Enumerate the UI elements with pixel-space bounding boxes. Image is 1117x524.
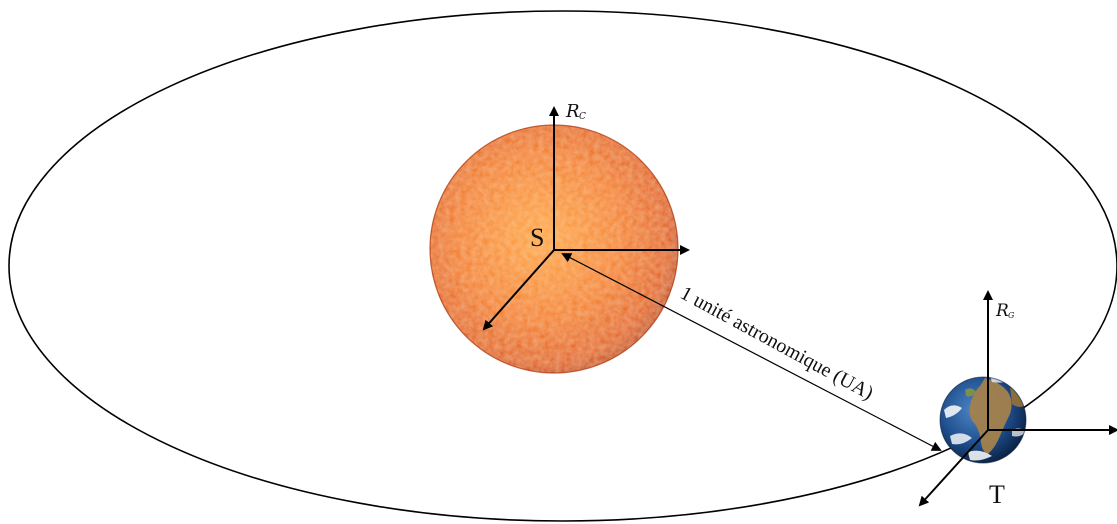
sun-label: S: [530, 223, 544, 252]
geo-frame-letter: R: [995, 301, 1009, 321]
distance-line: [561, 253, 942, 451]
earth-icon: [939, 376, 1027, 464]
heliocentric-frame-label: R C: [565, 101, 586, 122]
geo-axis-diag: [918, 429, 989, 507]
earth-label: T: [989, 480, 1005, 509]
heliocentric-axes: [482, 106, 690, 331]
helio-axis-diag: [482, 249, 555, 331]
distance-label: 1 unité astronomique (UA): [677, 282, 877, 404]
helio-frame-letter: R: [565, 101, 580, 122]
orbit-ellipse: [8, 10, 1117, 522]
helio-frame-subscript: C: [579, 112, 586, 122]
geocentric-frame-label: R G: [995, 301, 1015, 321]
geo-frame-subscript: G: [1008, 311, 1015, 320]
geocentric-axes: [918, 290, 1117, 507]
